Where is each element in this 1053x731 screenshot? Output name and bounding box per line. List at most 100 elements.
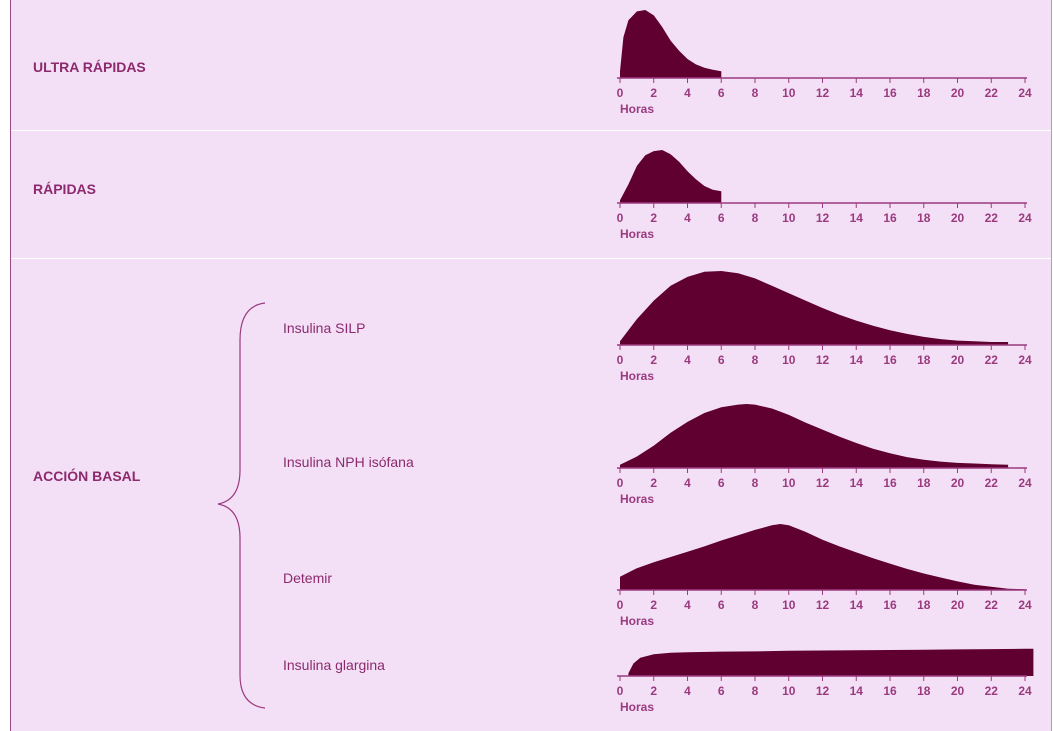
x-tick-label: 10	[782, 211, 796, 225]
x-tick-label: 8	[752, 476, 759, 490]
x-tick-label: 22	[985, 598, 999, 612]
x-tick-label: 0	[617, 86, 624, 100]
x-tick-label: 8	[752, 353, 759, 367]
x-tick-label: 16	[883, 211, 897, 225]
basal-label-nph: Insulina NPH isófana	[283, 454, 414, 470]
section-label-ultra: ULTRA RÁPIDAS	[33, 59, 146, 75]
x-tick-label: 16	[883, 353, 897, 367]
x-tick-label: 6	[718, 476, 725, 490]
x-tick-label: 8	[752, 684, 759, 698]
x-tick-label: 22	[985, 476, 999, 490]
x-tick-label: 0	[617, 684, 624, 698]
x-axis-title: Horas	[620, 227, 654, 241]
x-tick-label: 10	[782, 598, 796, 612]
x-tick-label: 14	[850, 684, 864, 698]
x-tick-label: 12	[816, 353, 830, 367]
x-tick-label: 10	[782, 684, 796, 698]
x-tick-label: 4	[684, 353, 691, 367]
x-tick-label: 6	[718, 684, 725, 698]
x-tick-label: 18	[917, 598, 931, 612]
x-tick-label: 8	[752, 598, 759, 612]
x-tick-label: 20	[951, 211, 965, 225]
x-tick-label: 18	[917, 211, 931, 225]
basal-label-glargina: Insulina glargina	[283, 657, 385, 673]
x-tick-label: 4	[684, 684, 691, 698]
x-tick-label: 14	[850, 86, 864, 100]
x-tick-label: 14	[850, 598, 864, 612]
x-tick-label: 12	[816, 598, 830, 612]
x-tick-label: 24	[1018, 684, 1032, 698]
x-tick-label: 24	[1018, 476, 1032, 490]
x-tick-label: 24	[1018, 86, 1032, 100]
x-tick-label: 4	[684, 211, 691, 225]
x-tick-label: 2	[650, 684, 657, 698]
x-tick-label: 8	[752, 211, 759, 225]
x-tick-label: 22	[985, 684, 999, 698]
x-tick-label: 10	[782, 476, 796, 490]
x-axis-title: Horas	[620, 369, 654, 383]
x-tick-label: 6	[718, 86, 725, 100]
area-series	[620, 150, 722, 203]
x-axis-title: Horas	[620, 700, 654, 714]
x-tick-label: 0	[617, 211, 624, 225]
x-tick-label: 12	[816, 211, 830, 225]
x-tick-label: 22	[985, 353, 999, 367]
area-series	[620, 404, 1009, 468]
x-tick-label: 6	[718, 211, 725, 225]
basal-brace	[217, 302, 266, 709]
x-tick-label: 24	[1018, 598, 1032, 612]
x-tick-label: 4	[684, 476, 691, 490]
x-tick-label: 2	[650, 211, 657, 225]
x-tick-label: 2	[650, 476, 657, 490]
x-axis-title: Horas	[620, 102, 654, 116]
x-tick-label: 14	[850, 476, 864, 490]
x-tick-label: 16	[883, 598, 897, 612]
x-tick-label: 18	[917, 476, 931, 490]
basal-label-detemir: Detemir	[283, 570, 333, 586]
x-tick-label: 14	[850, 211, 864, 225]
x-tick-label: 10	[782, 86, 796, 100]
x-tick-label: 2	[650, 86, 657, 100]
x-tick-label: 10	[782, 353, 796, 367]
x-tick-label: 20	[951, 353, 965, 367]
x-tick-label: 16	[883, 476, 897, 490]
x-tick-label: 2	[650, 598, 657, 612]
x-axis-title: Horas	[620, 614, 654, 628]
x-tick-label: 20	[951, 476, 965, 490]
x-tick-label: 0	[617, 353, 624, 367]
x-tick-label: 20	[951, 598, 965, 612]
x-tick-label: 4	[684, 86, 691, 100]
x-tick-label: 20	[951, 684, 965, 698]
area-series	[620, 271, 1009, 345]
x-axis-title: Horas	[620, 492, 654, 506]
x-tick-label: 12	[816, 684, 830, 698]
x-tick-label: 0	[617, 476, 624, 490]
x-tick-label: 0	[617, 598, 624, 612]
x-tick-label: 14	[850, 353, 864, 367]
x-tick-label: 22	[985, 211, 999, 225]
x-tick-label: 6	[718, 353, 725, 367]
x-tick-label: 6	[718, 598, 725, 612]
x-tick-label: 4	[684, 598, 691, 612]
x-tick-label: 2	[650, 353, 657, 367]
area-series	[620, 524, 1025, 590]
x-tick-label: 16	[883, 684, 897, 698]
section-separator	[11, 130, 1051, 131]
section-separator	[11, 258, 1051, 259]
basal-label-silp: Insulina SILP	[283, 320, 366, 336]
x-tick-label: 12	[816, 476, 830, 490]
x-tick-label: 20	[951, 86, 965, 100]
x-tick-label: 18	[917, 353, 931, 367]
x-tick-label: 18	[917, 684, 931, 698]
x-tick-label: 8	[752, 86, 759, 100]
x-tick-label: 12	[816, 86, 830, 100]
insulin-action-panel: ULTRA RÁPIDAS RÁPIDAS ACCIÓN BASAL Insul…	[10, 0, 1052, 731]
section-label-basal: ACCIÓN BASAL	[33, 468, 141, 484]
x-tick-label: 18	[917, 86, 931, 100]
